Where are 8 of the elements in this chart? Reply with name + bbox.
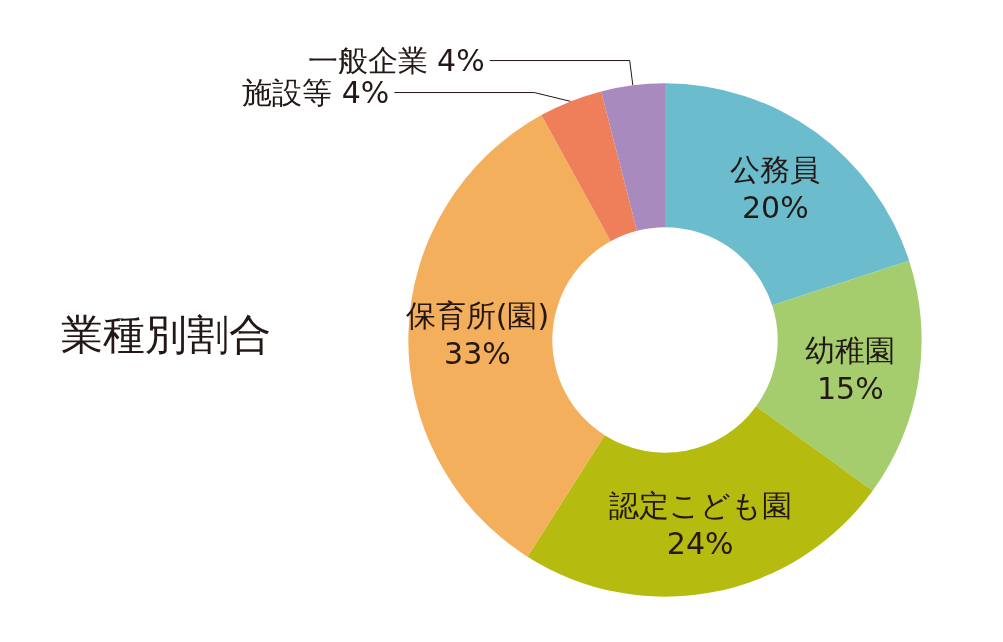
slice-label: 幼稚園 <box>805 332 896 368</box>
data-label: 15% <box>817 370 884 406</box>
data-label: 33% <box>444 335 511 371</box>
slice-label: 公務員 <box>730 151 821 187</box>
data-label: 24% <box>666 525 734 561</box>
data-label: 20% <box>741 189 809 225</box>
text: 業種別割合 <box>61 309 271 359</box>
slice-label: 認定こども園 <box>608 487 792 523</box>
